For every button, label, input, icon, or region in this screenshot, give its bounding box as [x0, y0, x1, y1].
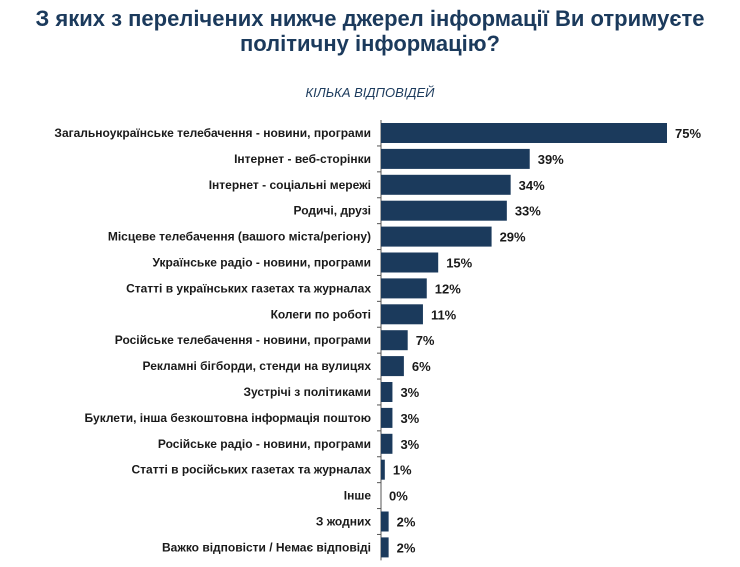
category-label: Зустрічі з політиками	[244, 385, 371, 399]
bar	[381, 148, 530, 169]
bar	[381, 174, 511, 195]
bar	[381, 330, 408, 351]
value-label: 7%	[416, 333, 435, 348]
bar	[381, 407, 393, 428]
bar	[381, 226, 492, 247]
category-label: З жодних	[316, 515, 371, 529]
value-label: 3%	[400, 437, 419, 452]
category-label: Інтернет - веб-сторінки	[234, 152, 371, 166]
value-label: 2%	[397, 540, 416, 555]
axis-layer	[377, 120, 382, 561]
category-label: Російське телебачення - новини, програми	[115, 333, 371, 347]
chart-subtitle: КІЛЬКА ВІДПОВІДЕЙ	[305, 85, 435, 100]
category-label: Загальноукраїнське телебачення - новини,…	[54, 126, 371, 140]
category-label: Родичі, друзі	[294, 204, 371, 218]
chart-title: З яких з перелічених нижче джерел інформ…	[35, 6, 705, 56]
category-label: Буклети, інша безкоштовна інформація пош…	[85, 411, 371, 425]
category-label: Інтернет - соціальні мережі	[209, 178, 371, 192]
bar	[381, 433, 393, 454]
value-label: 39%	[538, 152, 564, 167]
category-label: Колеги по роботі	[271, 307, 371, 321]
bars-layer	[381, 123, 667, 558]
category-label: Статті в українських газетах та журналах	[126, 281, 371, 295]
value-label: 33%	[515, 204, 541, 219]
category-label: Російське радіо - новини, програми	[158, 437, 371, 451]
bar	[381, 252, 439, 273]
value-label: 1%	[393, 463, 412, 478]
value-label: 12%	[435, 281, 461, 296]
value-label: 15%	[446, 256, 472, 271]
bar	[381, 123, 667, 143]
category-label: Українське радіо - новини, програми	[153, 256, 371, 270]
value-label: 6%	[412, 359, 431, 374]
value-label: 0%	[389, 489, 408, 504]
bar	[381, 511, 389, 532]
category-label: Місцеве телебачення (вашого міста/регіон…	[108, 230, 371, 244]
category-label: Статті в російських газетах та журналах	[131, 463, 371, 477]
bar	[381, 200, 507, 221]
value-label: 2%	[397, 515, 416, 530]
bar	[381, 278, 427, 299]
value-label: 3%	[400, 385, 419, 400]
category-label: Рекламні бігборди, стенди на вулицях	[142, 359, 371, 373]
bar	[381, 537, 389, 558]
bar	[381, 304, 423, 325]
bar	[381, 382, 393, 402]
labels-layer: Загальноукраїнське телебачення - новини,…	[54, 126, 701, 555]
category-label: Інше	[344, 489, 372, 503]
category-label: Важко відповісти / Немає відповіді	[162, 540, 371, 554]
bar	[381, 459, 385, 480]
value-label: 29%	[500, 230, 526, 245]
bar	[381, 356, 404, 377]
value-label: 3%	[400, 411, 419, 426]
value-label: 11%	[431, 307, 457, 322]
value-label: 34%	[519, 178, 545, 193]
value-label: 75%	[675, 126, 701, 141]
